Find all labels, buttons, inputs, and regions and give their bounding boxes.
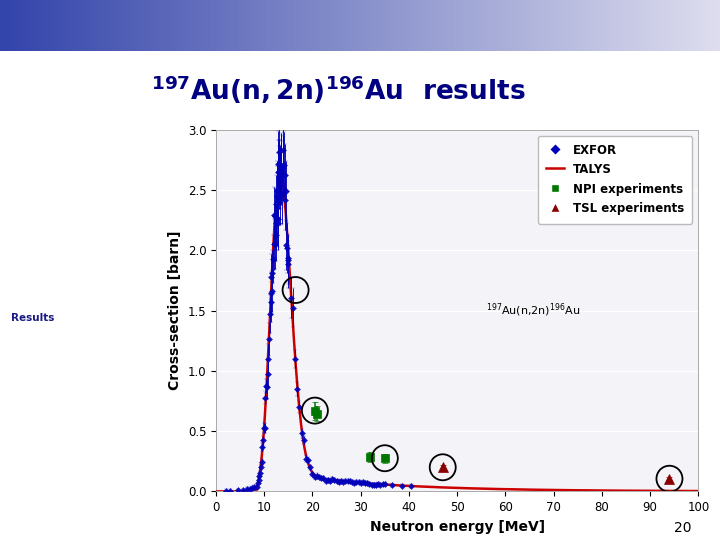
TALYS xyxy=(694,488,703,494)
Text: $\mathbf{^{197}Au(n,2n)^{196}Au}$  results: $\mathbf{^{197}Au(n,2n)^{196}Au}$ result… xyxy=(150,73,526,106)
TALYS xyxy=(241,488,250,495)
Text: NPI Řež: NPI Řež xyxy=(11,230,55,240)
TALYS xyxy=(628,488,636,494)
Text: Conclusion: Conclusion xyxy=(11,521,75,530)
TALYS xyxy=(492,486,501,492)
Y-axis label: Cross-section [barn]: Cross-section [barn] xyxy=(168,231,182,390)
Text: Evaluation: Evaluation xyxy=(11,271,73,281)
Text: •  $^{192}$Au: • $^{192}$Au xyxy=(11,477,55,491)
Text: •  $^{196}$Au: • $^{196}$Au xyxy=(11,352,55,366)
TALYS xyxy=(212,488,220,495)
Text: Motivation: Motivation xyxy=(11,105,74,115)
TALYS xyxy=(505,486,514,492)
TALYS xyxy=(520,487,528,493)
Text: $^{197}$Au(n,2n)$^{196}$Au: $^{197}$Au(n,2n)$^{196}$Au xyxy=(486,302,580,319)
Legend: EXFOR, TALYS, NPI experiments, TSL experiments: EXFOR, TALYS, NPI experiments, TSL exper… xyxy=(538,136,693,224)
TALYS xyxy=(578,487,587,494)
X-axis label: Neutron energy [MeV]: Neutron energy [MeV] xyxy=(369,519,545,534)
Text: •  $^{193}$Au: • $^{193}$Au xyxy=(11,435,55,449)
Text: TSL Uppsala: TSL Uppsala xyxy=(11,188,83,198)
Text: •  $^{194}$Au: • $^{194}$Au xyxy=(11,394,55,408)
TALYS xyxy=(274,158,283,165)
Text: 20: 20 xyxy=(674,521,691,535)
Line: TALYS: TALYS xyxy=(216,161,698,491)
Text: Results: Results xyxy=(11,313,54,322)
Text: σ measurement: σ measurement xyxy=(11,146,104,157)
